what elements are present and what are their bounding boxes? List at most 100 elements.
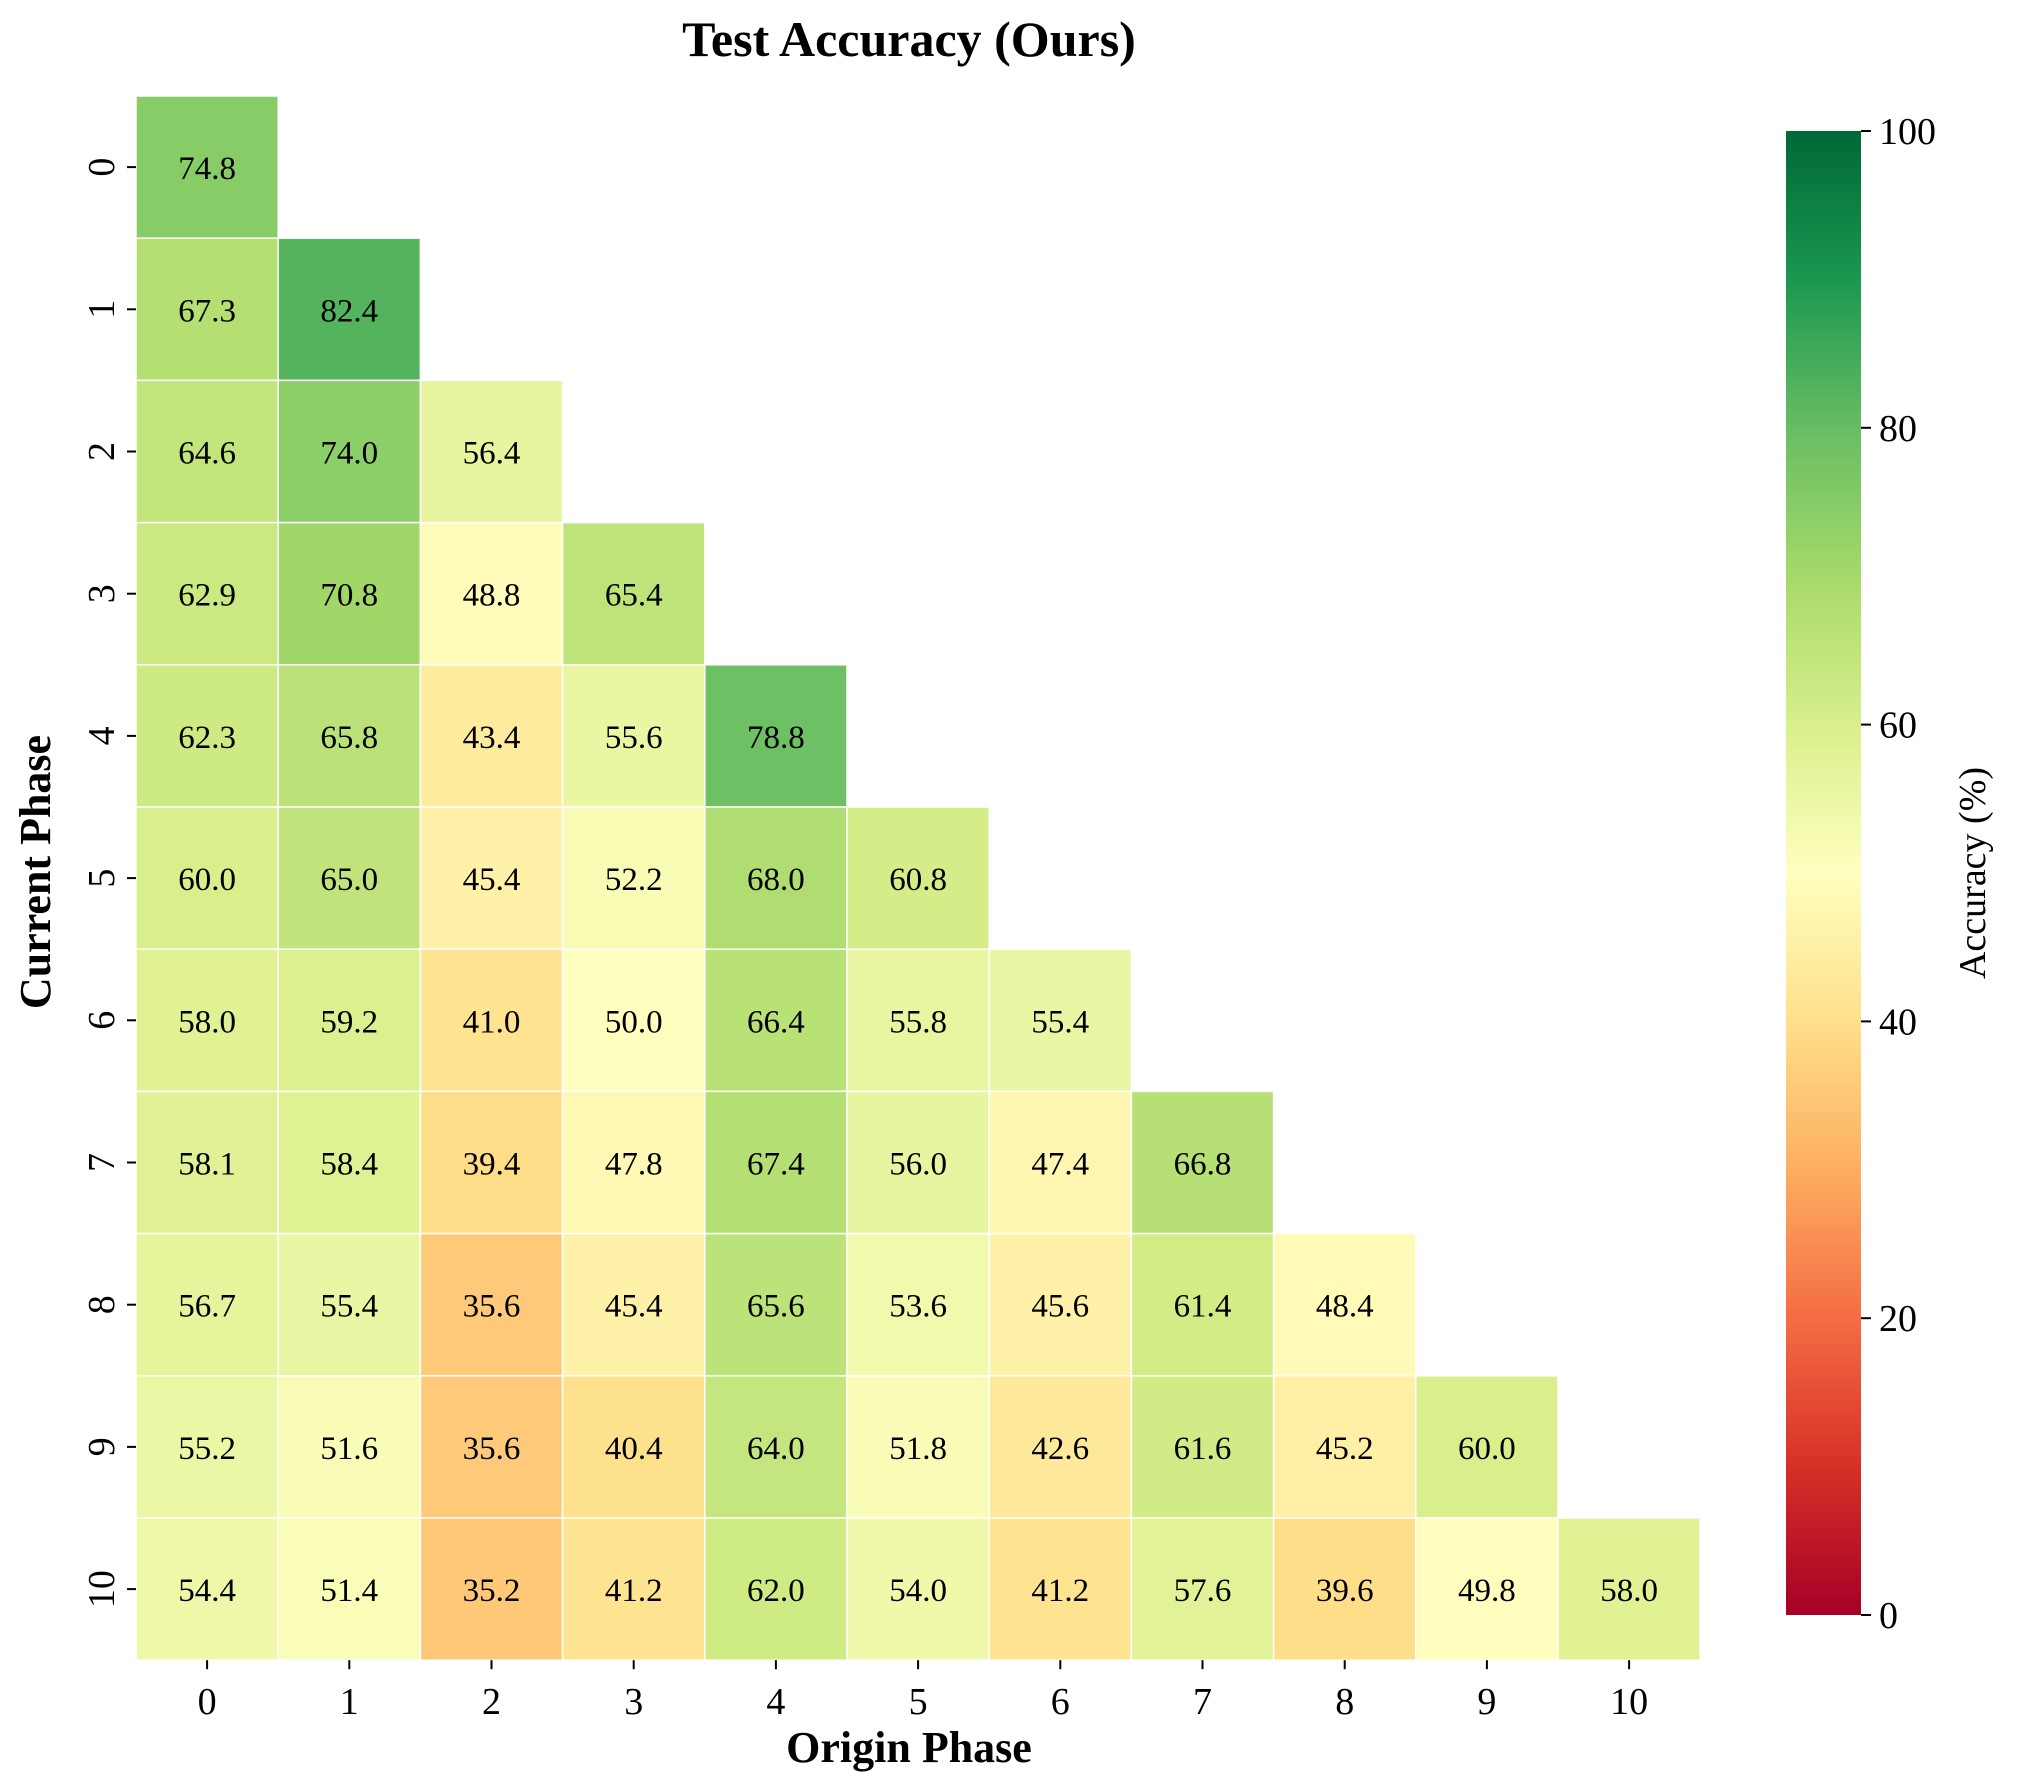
y-tick-label: 4 <box>81 726 123 745</box>
heatmap-cell <box>277 948 422 1093</box>
heatmap-cell-value: 45.2 <box>1316 1431 1374 1467</box>
colorbar-label: Accuracy (%) <box>1952 767 1994 979</box>
heatmap-cell <box>704 1375 848 1519</box>
heatmap-cell-value: 65.8 <box>320 720 378 756</box>
heatmap-cell <box>1272 1375 1417 1519</box>
heatmap-cell-value: 35.2 <box>463 1573 521 1609</box>
heatmap-cell <box>419 1232 564 1377</box>
heatmap-cell-value: 58.4 <box>320 1147 378 1183</box>
heatmap-cell-value: 35.6 <box>463 1289 521 1325</box>
heatmap-cell <box>135 1517 279 1661</box>
heatmap-cell <box>419 1090 564 1235</box>
y-axis-ticks: 0 1 2 3 4 5 6 7 8 9 10 <box>81 158 136 1608</box>
heatmap-cell <box>277 1232 422 1377</box>
colorbar-tick-label: 80 <box>1879 408 1917 450</box>
x-tick-label: 4 <box>766 1681 785 1723</box>
colorbar-tick-label: 20 <box>1879 1298 1917 1340</box>
x-tick-label: 3 <box>624 1681 643 1723</box>
heatmap-cell <box>704 664 848 808</box>
y-tick-label: 7 <box>81 1153 123 1172</box>
x-tick-label: 10 <box>1610 1681 1648 1723</box>
heatmap-cell <box>988 948 1133 1093</box>
x-tick-label: 2 <box>482 1681 501 1723</box>
y-tick-label: 10 <box>81 1570 123 1608</box>
heatmap-cell-value: 39.4 <box>463 1147 521 1183</box>
heatmap-cell <box>704 806 848 950</box>
heatmap-cell-value: 55.8 <box>889 1004 947 1040</box>
heatmap-cell-value: 52.2 <box>605 862 663 898</box>
heatmap-cell-value: 61.4 <box>1174 1289 1232 1325</box>
heatmap-cell <box>561 806 706 950</box>
heatmap-cell-value: 67.3 <box>178 293 236 329</box>
heatmap-cell-value: 56.7 <box>178 1289 236 1325</box>
heatmap-cell <box>561 664 706 808</box>
heatmap-cell-value: 59.2 <box>320 1004 378 1040</box>
heatmap-cell <box>277 521 422 666</box>
heatmap-cell-value: 82.4 <box>320 293 378 329</box>
heatmap-cell <box>277 237 422 382</box>
heatmap-cell-value: 45.6 <box>1031 1289 1089 1325</box>
heatmap-cell-value: 60.0 <box>178 862 236 898</box>
heatmap-cell-value: 43.4 <box>463 720 521 756</box>
heatmap-cell-value: 74.8 <box>178 151 236 187</box>
heatmap-cell <box>561 1517 706 1661</box>
heatmap-cell-value: 51.8 <box>889 1431 947 1467</box>
heatmap-cell-value: 48.8 <box>463 578 521 614</box>
heatmap-cell-value: 54.4 <box>178 1573 236 1609</box>
heatmap-cell-value: 60.0 <box>1458 1431 1516 1467</box>
heatmap-cell-value: 48.4 <box>1316 1289 1374 1325</box>
x-tick-label: 9 <box>1477 1681 1496 1723</box>
heatmap-cell-value: 47.8 <box>605 1147 663 1183</box>
colorbar-tick-label: 60 <box>1879 705 1917 747</box>
y-axis-title: Current Phase <box>11 735 60 1009</box>
heatmap-cell-value: 42.6 <box>1031 1431 1089 1467</box>
heatmap-cell <box>846 1517 990 1661</box>
heatmap-cell-value: 62.3 <box>178 720 236 756</box>
heatmap-cell-value: 61.6 <box>1174 1431 1232 1467</box>
heatmap-cell <box>277 806 422 950</box>
heatmap-cell-value: 41.2 <box>1031 1573 1089 1609</box>
heatmap-cell <box>1557 1517 1701 1661</box>
heatmap-cell <box>1415 1375 1559 1519</box>
heatmap-cell-value: 47.4 <box>1031 1147 1089 1183</box>
heatmap-cell-value: 39.6 <box>1316 1573 1374 1609</box>
heatmap-cell-value: 65.0 <box>320 862 378 898</box>
heatmap-cell-value: 41.0 <box>463 1004 521 1040</box>
x-axis-title: Origin Phase <box>786 1723 1032 1772</box>
heatmap-cell <box>846 806 990 950</box>
heatmap-cell <box>277 664 422 808</box>
heatmap-cell <box>135 948 279 1093</box>
heatmap-cell <box>561 1375 706 1519</box>
heatmap-cell <box>988 1090 1133 1235</box>
heatmap-cell-value: 56.0 <box>889 1147 947 1183</box>
heatmap-cell-value: 51.4 <box>320 1573 378 1609</box>
heatmap-cell-value: 35.6 <box>463 1431 521 1467</box>
heatmap-cell <box>1272 1517 1417 1661</box>
heatmap-cell <box>135 379 279 524</box>
heatmap-cells <box>135 95 1701 1661</box>
y-tick-label: 9 <box>81 1437 123 1456</box>
heatmap-cell <box>846 1375 990 1519</box>
x-tick-label: 5 <box>909 1681 928 1723</box>
heatmap-cell-value: 62.9 <box>178 578 236 614</box>
heatmap-cell-value: 64.6 <box>178 436 236 472</box>
heatmap-cell-value: 49.8 <box>1458 1573 1516 1609</box>
heatmap-cell <box>1272 1232 1417 1377</box>
heatmap-cell-value: 65.6 <box>747 1289 805 1325</box>
heatmap-cell <box>419 1375 564 1519</box>
heatmap-cell-value: 64.0 <box>747 1431 805 1467</box>
heatmap-cell <box>846 948 990 1093</box>
y-tick-label: 0 <box>81 158 123 177</box>
heatmap-cell <box>135 1090 279 1235</box>
heatmap-cell-labels: 74.8 67.3 82.4 64.6 74.0 56.4 62.9 70.8 48.8 65.4… <box>178 151 1658 1609</box>
heatmap-cell <box>419 664 564 808</box>
heatmap-cell-value: 74.0 <box>320 436 378 472</box>
chart-title: Test Accuracy (Ours) <box>682 11 1136 67</box>
x-tick-label: 1 <box>340 1681 359 1723</box>
heatmap-cell-value: 57.6 <box>1174 1573 1232 1609</box>
heatmap-cell <box>1130 1090 1275 1235</box>
heatmap-cell <box>561 1232 706 1377</box>
heatmap-cell <box>135 95 279 239</box>
